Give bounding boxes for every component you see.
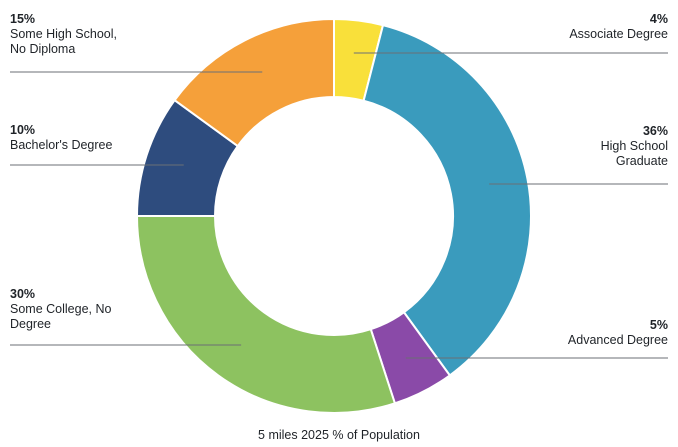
slice-name: Some High School, No Diploma [10,27,118,56]
slice-name: High School Graduate [600,139,668,168]
slice-name: Advanced Degree [567,333,668,347]
slice-pct: 30% [10,287,36,301]
donut-slice [362,23,532,377]
slice-label-some-high-school: 15% Some High School, No Diploma [10,12,117,57]
slice-pct: 36% [642,124,668,138]
donut-slice [173,17,335,148]
slice-label-associate: 4% Associate Degree [569,12,668,42]
slice-name: Associate Degree [569,27,668,41]
slice-label-some-college: 30% Some College, No Degree [10,287,111,332]
donut-slice [135,215,397,414]
slice-pct: 10% [10,123,36,137]
chart-title: 5 miles 2025 % of Population [258,428,420,442]
slice-label-high-school-graduate: 36% High School Graduate [601,124,668,169]
donut-slices [135,17,532,414]
slice-pct: 4% [649,12,668,26]
slice-label-bachelors: 10% Bachelor's Degree [10,123,112,153]
slice-pct: 15% [10,12,36,26]
leader-lines [10,52,668,359]
slice-pct: 5% [649,318,668,332]
slice-name: Bachelor's Degree [10,138,113,152]
slice-name: Some College, No Degree [10,302,112,331]
slice-label-advanced-degree: 5% Advanced Degree [568,318,668,348]
